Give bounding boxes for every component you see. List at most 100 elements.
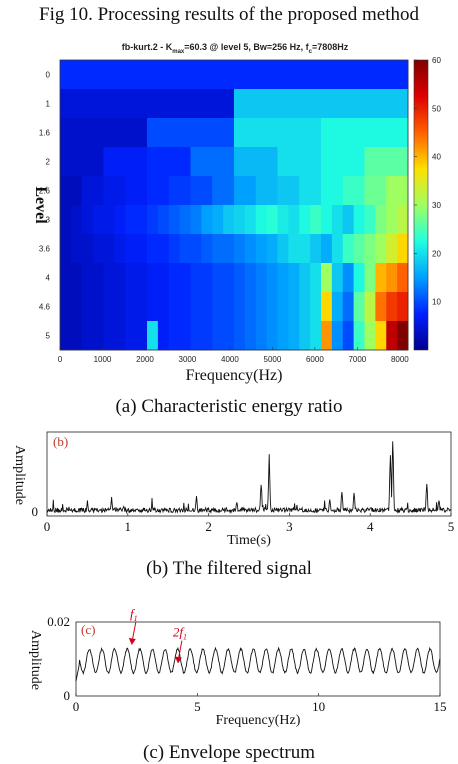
heatmap-cell xyxy=(190,263,202,293)
signal-x-tick-label: 2 xyxy=(205,519,212,534)
heatmap-cell xyxy=(60,321,72,351)
heatmap-cell xyxy=(136,205,148,235)
heatmap-cell xyxy=(103,234,115,264)
heatmap-cell xyxy=(386,292,398,322)
signal-x-tick-label: 5 xyxy=(448,519,455,534)
heatmap-cell xyxy=(60,292,72,322)
heatmap-cell xyxy=(299,321,311,351)
heatmap-cell xyxy=(60,89,235,119)
caption-b: (b) The filtered signal xyxy=(146,558,312,579)
heatmap-frame xyxy=(59,59,409,351)
signal-x-tick-label: 1 xyxy=(125,519,132,534)
heatmap-cell xyxy=(342,234,355,264)
heatmap-cell xyxy=(212,234,224,264)
heatmap-cell xyxy=(103,147,148,177)
heatmap-cell xyxy=(255,176,278,206)
heatmap-cell xyxy=(277,292,289,322)
heatmap-cell xyxy=(157,263,170,293)
heatmap-cell xyxy=(288,263,300,293)
heatmap-x-tick-label: 3000 xyxy=(179,355,197,364)
heatmap-cell xyxy=(244,292,257,322)
heatmap-cell xyxy=(266,205,278,235)
signal-frame xyxy=(46,431,452,517)
heatmap-cell xyxy=(342,292,355,322)
heatmap-cell xyxy=(364,147,409,177)
heatmap-cell xyxy=(375,205,387,235)
colorbar-tick-label: 50 xyxy=(432,104,441,113)
heatmap-x-tick-label: 7000 xyxy=(348,355,366,364)
heatmap-cell xyxy=(299,205,311,235)
signal-y-label: Amplitude xyxy=(12,445,27,505)
heatmap-cell xyxy=(364,263,376,293)
heatmap-cell xyxy=(201,205,213,235)
heatmap-cell xyxy=(125,234,137,264)
heatmap-x-tick-label: 6000 xyxy=(306,355,324,364)
heatmap-cell xyxy=(125,292,137,322)
annotation-label: 2f1 xyxy=(173,625,187,642)
heatmap-cell xyxy=(114,263,126,293)
spectrum-x-tick-label: 5 xyxy=(194,699,201,714)
heatmap-x-tick-label: 5000 xyxy=(264,355,282,364)
heatmap-cell xyxy=(168,176,191,206)
heatmap-cell xyxy=(212,176,235,206)
heatmap-cell xyxy=(136,321,148,351)
heatmap-cell xyxy=(364,176,387,206)
heatmap-cell xyxy=(353,205,365,235)
heatmap-cell xyxy=(136,263,148,293)
heatmap-cell xyxy=(234,234,246,264)
heatmap-cell xyxy=(70,263,83,293)
heatmap-cell xyxy=(179,263,191,293)
heatmap-cell xyxy=(353,234,365,264)
heatmap-cell xyxy=(125,321,137,351)
heatmap-cell xyxy=(331,263,344,293)
heatmap-cell xyxy=(375,234,387,264)
colorbar-tick-label: 20 xyxy=(432,249,441,258)
heatmap-cell xyxy=(234,118,322,148)
colorbar-tick-label: 60 xyxy=(432,56,441,65)
heatmap-cell xyxy=(157,205,170,235)
heatmap-cell xyxy=(60,176,83,206)
spectrum-x-tick-label: 15 xyxy=(434,699,447,714)
signal-series-line xyxy=(46,441,452,515)
heatmap-cell xyxy=(353,321,365,351)
heatmap-cell xyxy=(321,292,333,322)
heatmap-cell xyxy=(81,263,94,293)
heatmap-cell xyxy=(234,292,246,322)
heatmap-cell xyxy=(342,321,355,351)
heatmap-cell xyxy=(386,176,409,206)
heatmap-cell xyxy=(244,263,257,293)
heatmap-cell xyxy=(244,234,257,264)
heatmap-cell xyxy=(190,176,213,206)
heatmap-cell xyxy=(353,292,365,322)
heatmap-cell xyxy=(234,321,246,351)
heatmap-cell xyxy=(321,263,333,293)
heatmap-x-ticks: 0 1000 2000 3000 4000 5000 6000 7000 8000 xyxy=(58,347,409,364)
heatmap-y-tick-label: 2.6 xyxy=(39,187,51,196)
heatmap-cell xyxy=(223,234,235,264)
heatmap-cell xyxy=(168,321,181,351)
heatmap-cell xyxy=(375,292,387,322)
heatmap-cell xyxy=(266,263,278,293)
heatmap-x-tick-label: 2000 xyxy=(136,355,154,364)
colorbar-tick-label: 10 xyxy=(432,298,441,307)
spectrum-panel-label: (c) xyxy=(81,622,95,637)
heatmap-cell xyxy=(103,176,126,206)
spectrum-annotations: f1 2f1 xyxy=(128,606,187,664)
heatmap-cell xyxy=(310,263,322,293)
heatmap-cell xyxy=(125,263,137,293)
heatmap-cell xyxy=(157,321,170,351)
heatmap-cell xyxy=(60,118,148,148)
heatmap-cell xyxy=(212,292,224,322)
heatmap-y-tick-label: 1 xyxy=(46,100,51,109)
heatmap-cell xyxy=(136,234,148,264)
heatmap-cell xyxy=(364,234,376,264)
heatmap-cell xyxy=(397,234,409,264)
heatmap-cell xyxy=(190,205,202,235)
heatmap-y-tick-label: 3 xyxy=(46,216,51,225)
heatmap-cell xyxy=(397,205,409,235)
heatmap-cell xyxy=(60,263,72,293)
spectrum-x-tick-label: 10 xyxy=(312,699,325,714)
signal-x-ticks: 0 1 2 3 4 5 xyxy=(44,513,455,534)
heatmap-cell xyxy=(277,321,289,351)
